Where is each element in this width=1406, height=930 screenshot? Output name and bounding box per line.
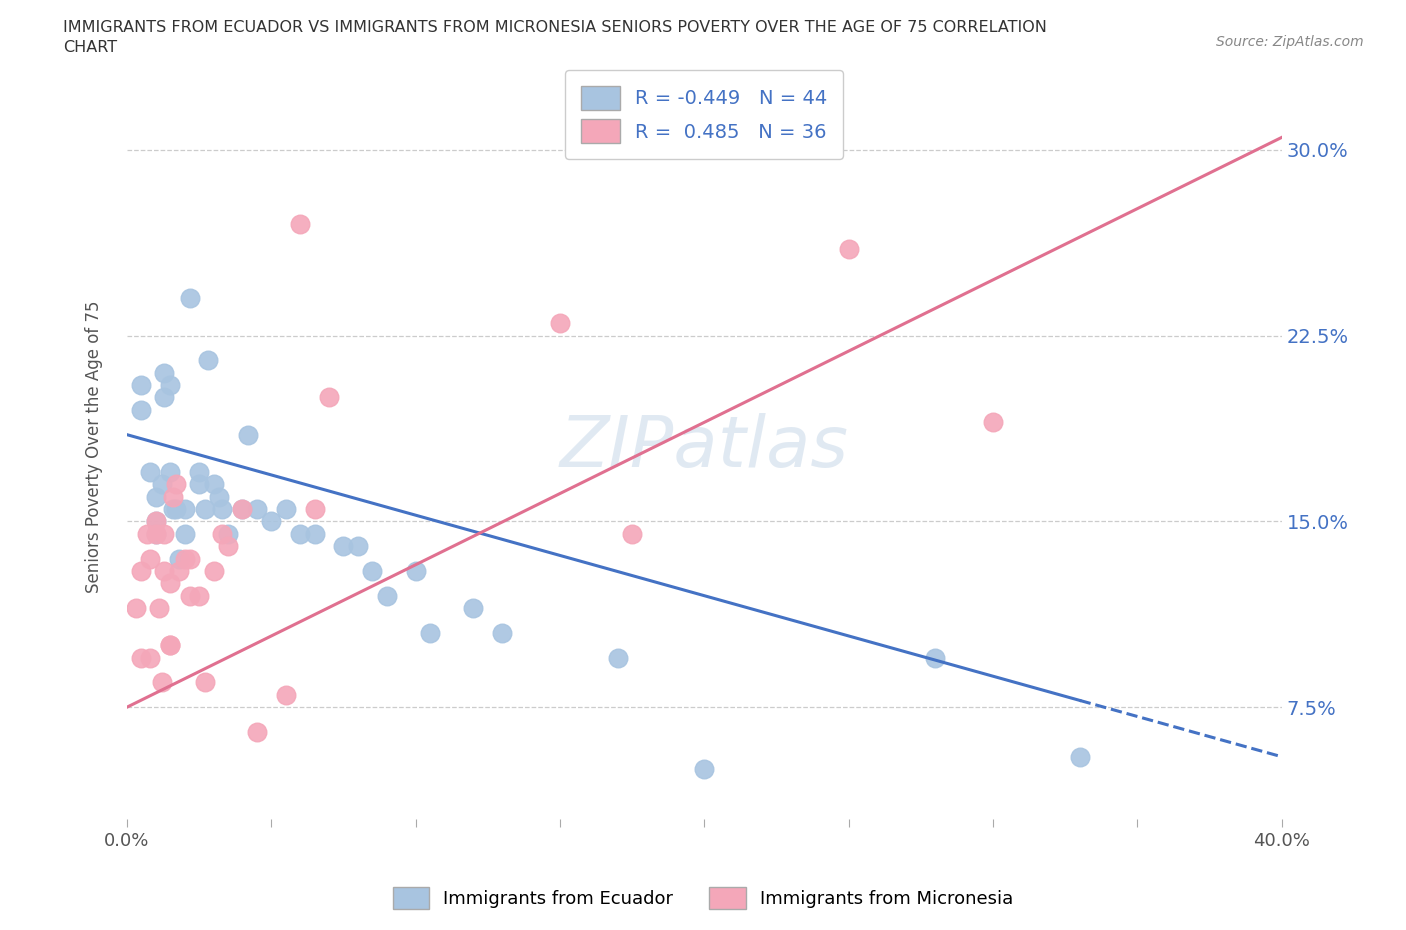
Point	[153, 564, 176, 578]
Point	[162, 501, 184, 516]
Point	[288, 526, 311, 541]
Legend: R = -0.449   N = 44, R =  0.485   N = 36: R = -0.449 N = 44, R = 0.485 N = 36	[565, 71, 844, 158]
Point	[246, 724, 269, 739]
Point	[148, 601, 170, 616]
Point	[179, 551, 201, 566]
Text: Source: ZipAtlas.com: Source: ZipAtlas.com	[1216, 35, 1364, 49]
Point	[167, 551, 190, 566]
Point	[332, 538, 354, 553]
Point	[217, 538, 239, 553]
Point	[159, 464, 181, 479]
Y-axis label: Seniors Poverty Over the Age of 75: Seniors Poverty Over the Age of 75	[86, 300, 103, 593]
Point	[361, 564, 384, 578]
Point	[621, 526, 644, 541]
Point	[924, 650, 946, 665]
Point	[145, 526, 167, 541]
Point	[491, 626, 513, 641]
Point	[188, 477, 211, 492]
Point	[548, 315, 571, 330]
Point	[162, 489, 184, 504]
Point	[405, 564, 427, 578]
Point	[217, 526, 239, 541]
Point	[145, 489, 167, 504]
Text: ZIPatlas: ZIPatlas	[560, 413, 849, 482]
Point	[131, 650, 153, 665]
Point	[211, 526, 233, 541]
Point	[159, 378, 181, 392]
Point	[131, 403, 153, 418]
Point	[159, 576, 181, 591]
Point	[179, 291, 201, 306]
Point	[838, 242, 860, 257]
Point	[231, 501, 253, 516]
Point	[179, 589, 201, 604]
Point	[202, 477, 225, 492]
Point	[202, 564, 225, 578]
Point	[165, 501, 187, 516]
Point	[153, 365, 176, 380]
Point	[606, 650, 628, 665]
Point	[693, 762, 716, 777]
Point	[131, 378, 153, 392]
Point	[238, 427, 260, 442]
Point	[173, 501, 195, 516]
Point	[197, 352, 219, 367]
Point	[173, 551, 195, 566]
Point	[165, 477, 187, 492]
Point	[139, 551, 162, 566]
Point	[139, 650, 162, 665]
Point	[375, 589, 398, 604]
Point	[288, 217, 311, 232]
Point	[159, 638, 181, 653]
Legend: Immigrants from Ecuador, Immigrants from Micronesia: Immigrants from Ecuador, Immigrants from…	[385, 880, 1021, 916]
Point	[159, 638, 181, 653]
Point	[274, 501, 297, 516]
Point	[150, 477, 173, 492]
Point	[145, 514, 167, 529]
Point	[231, 501, 253, 516]
Point	[173, 526, 195, 541]
Point	[188, 589, 211, 604]
Point	[167, 564, 190, 578]
Text: CHART: CHART	[63, 40, 117, 55]
Point	[260, 514, 283, 529]
Point	[981, 415, 1004, 430]
Point	[136, 526, 159, 541]
Point	[211, 501, 233, 516]
Point	[150, 675, 173, 690]
Point	[208, 489, 231, 504]
Point	[419, 626, 441, 641]
Point	[145, 526, 167, 541]
Point	[246, 501, 269, 516]
Point	[153, 526, 176, 541]
Point	[463, 601, 485, 616]
Point	[274, 687, 297, 702]
Point	[124, 601, 146, 616]
Point	[318, 390, 340, 405]
Point	[131, 564, 153, 578]
Point	[194, 501, 217, 516]
Point	[304, 526, 326, 541]
Point	[188, 464, 211, 479]
Point	[304, 501, 326, 516]
Point	[145, 514, 167, 529]
Point	[139, 464, 162, 479]
Text: IMMIGRANTS FROM ECUADOR VS IMMIGRANTS FROM MICRONESIA SENIORS POVERTY OVER THE A: IMMIGRANTS FROM ECUADOR VS IMMIGRANTS FR…	[63, 20, 1047, 35]
Point	[194, 675, 217, 690]
Point	[153, 390, 176, 405]
Point	[1069, 750, 1091, 764]
Point	[347, 538, 370, 553]
